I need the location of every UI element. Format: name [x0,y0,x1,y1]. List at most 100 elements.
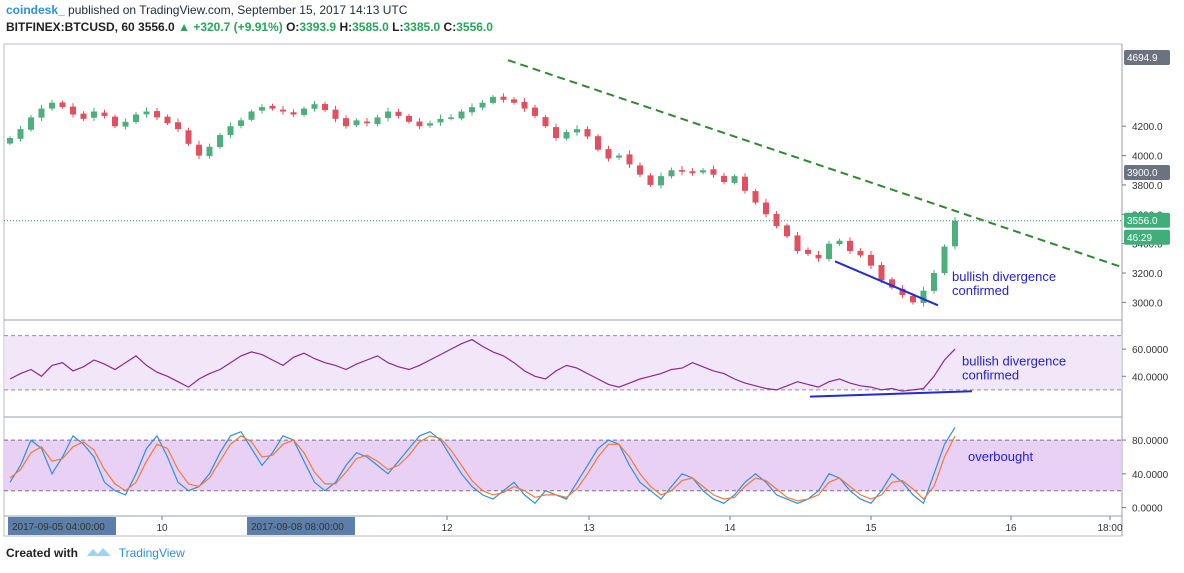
candle-body [721,175,727,182]
rsi-tick-label: 60.0000 [1132,345,1169,356]
candle-body [868,254,874,266]
candle-body [437,118,444,123]
candle-body [815,254,822,259]
rsi-line [9,338,956,392]
candle-body [542,117,549,127]
stoch-d-line [9,435,956,502]
candle-body [563,132,570,139]
candle-body [626,154,633,165]
candle-body [658,176,664,186]
time-tick-label: 15 [865,523,877,534]
low-value: 3385.0 [403,20,441,34]
candle-body [605,149,612,159]
time-tick-label: 14 [724,523,736,534]
rsi-annotation-line2: confirmed [962,367,1019,382]
candle-body [752,191,759,203]
candle-body [38,108,45,118]
candle-body [920,290,927,303]
candle-body [574,129,580,133]
candle-body [7,137,13,144]
candle-body [364,121,370,124]
candle-body [28,117,34,130]
price-tick-label: 3000.0 [1132,298,1163,309]
candle-body [343,118,349,127]
candle-body [490,96,496,103]
candle-body [448,117,454,119]
ohlc-line: BITFINEX:BTCUSD, 60 3556.0 ▲ +320.7 (+9.… [6,20,493,34]
candle-body [332,109,339,119]
candle-body [857,250,864,256]
candle-body [458,111,465,119]
candle-body [710,169,717,175]
candle-body [668,170,675,177]
time-tick-label: 10 [156,523,168,534]
candle-body [143,111,150,115]
candle-body [763,202,769,215]
price-annotation-line1: bullish divergence [952,269,1056,284]
candle-body [427,123,433,126]
candle-body [395,111,402,116]
last-price: 3556.0 [138,20,175,34]
candle-body [952,220,958,247]
tradingview-logo-icon [87,546,112,561]
high-price-marker-box [1124,50,1170,65]
candle-body [500,96,507,100]
open-value: 3393.9 [299,20,337,34]
candle-body [805,249,811,254]
candle-body [742,176,748,191]
stoch-tick-label: 80.0000 [1132,436,1169,447]
candle-body [91,111,97,118]
stoch-tick-label: 0.0000 [1132,504,1163,515]
publisher-name[interactable]: coindesk_ [6,3,65,17]
rsi-annotation-line1: bullish divergence [962,353,1066,368]
candle-body [521,101,528,109]
candle-body [175,122,181,130]
candle-body [773,214,780,227]
high-label: H: [339,20,353,34]
candle-body [836,240,843,245]
candle-body [269,105,276,109]
high-value: 3585.0 [352,20,389,34]
time-tick-label: 18:00 [1097,523,1122,534]
candle-body [595,136,601,150]
candle-body [931,273,937,291]
publish-line: coindesk_ published on TradingView.com, … [6,3,407,17]
candle-body [700,170,706,173]
rsi-band [4,335,1122,390]
open-label: O: [286,20,300,34]
candle-body [637,165,643,175]
candle-body [206,146,213,157]
candle-body [826,243,832,260]
candle-body [616,155,622,158]
candle-body [311,104,318,109]
candle-body [385,111,391,118]
price-tick-label: 4200.0 [1132,122,1163,133]
price-tick-label: 4000.0 [1132,152,1163,163]
candle-body [689,171,696,174]
price-tick-label: 3200.0 [1132,269,1163,280]
tradingview-link[interactable]: TradingView [118,546,185,560]
candle-body [584,129,591,137]
candle-body [80,113,87,119]
candle-body [532,107,538,116]
change-value: +320.7 (+9.91%) [193,20,283,34]
candle-body [479,102,486,108]
time-highlight-label: 2017-09-08 08:00:00 [251,522,344,533]
candle-body [406,115,412,122]
footer: Created with TradingView [6,546,185,561]
candle-body [469,107,475,113]
candle-body [301,108,307,115]
candle-body [784,225,790,237]
price-tick-label: 3800.0 [1132,181,1163,192]
stoch-k-line [9,427,956,505]
level-price-marker-text: 3900.0 [1127,168,1158,179]
candle-body [322,104,328,111]
resistance-trendline [507,59,1123,269]
candle-body [416,121,423,127]
candle-body [259,107,265,111]
candle-body [878,264,885,281]
time-tick-label: 12 [441,523,453,534]
price-divergence-line [834,260,939,307]
up-arrow-icon: ▲ [178,20,190,34]
